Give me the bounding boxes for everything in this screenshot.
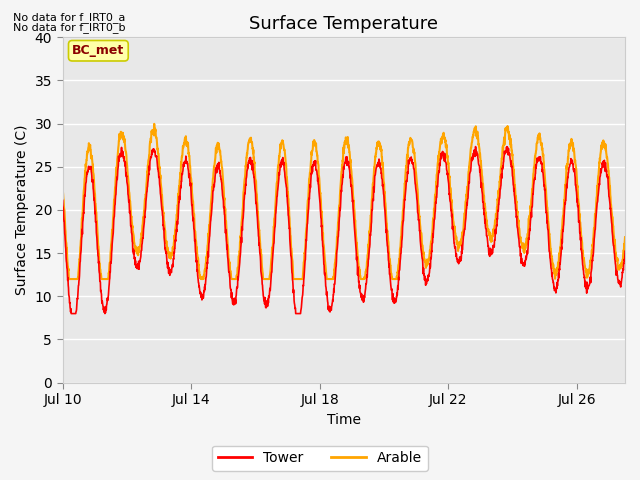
Y-axis label: Surface Temperature (C): Surface Temperature (C) xyxy=(15,125,29,295)
Legend: Tower, Arable: Tower, Arable xyxy=(212,445,428,471)
Title: Surface Temperature: Surface Temperature xyxy=(250,15,438,33)
Text: No data for f_IRT0_b: No data for f_IRT0_b xyxy=(13,22,125,33)
Text: No data for f_IRT0_a: No data for f_IRT0_a xyxy=(13,12,125,23)
Text: BC_met: BC_met xyxy=(72,44,125,57)
X-axis label: Time: Time xyxy=(327,413,361,427)
